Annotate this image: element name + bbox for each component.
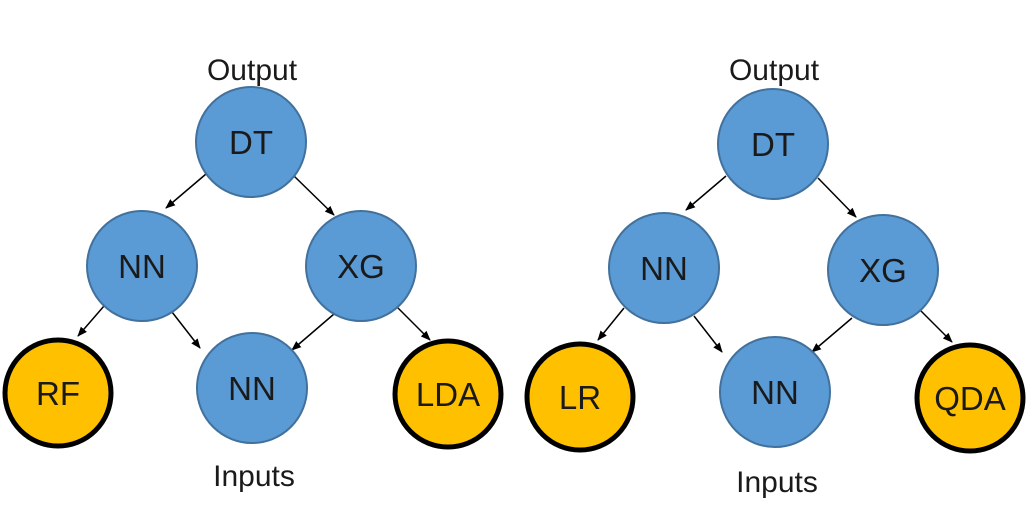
node-label: NN xyxy=(118,248,166,285)
edge-xg-qda xyxy=(919,309,953,343)
node-label: DT xyxy=(229,124,273,161)
output-label: Output xyxy=(729,54,820,87)
edge-nn-nn xyxy=(693,315,723,353)
node-nn-bottom: NN xyxy=(719,336,831,448)
node-nn: NN xyxy=(86,210,198,322)
edge-dt-xg xyxy=(293,175,335,216)
node-label: LDA xyxy=(416,376,480,413)
node-lr: LR xyxy=(524,341,636,453)
edge-nn-nn xyxy=(171,311,201,349)
node-nn-bottom: NN xyxy=(196,332,308,444)
edge-nn-lr xyxy=(597,307,625,341)
node-label: NN xyxy=(228,370,276,407)
node-label: XG xyxy=(337,248,385,285)
edge-xg-nn xyxy=(291,313,335,351)
node-label: NN xyxy=(640,250,688,287)
node-dt: DT xyxy=(195,86,307,198)
node-label: NN xyxy=(751,374,799,411)
node-label: XG xyxy=(859,252,907,289)
node-rf: RF xyxy=(2,337,114,449)
node-label: DT xyxy=(751,126,795,163)
node-label: QDA xyxy=(934,380,1006,417)
output-label: Output xyxy=(207,54,298,87)
node-qda: QDA xyxy=(914,342,1026,454)
tree-right: Output Inputs DT NN XG LR xyxy=(524,54,1026,499)
node-label: LR xyxy=(559,379,601,416)
tree-left: Output Inputs DT NN XG RF xyxy=(2,54,504,493)
inputs-label: Inputs xyxy=(213,460,295,493)
node-lda: LDA xyxy=(392,338,504,450)
edge-dt-nn xyxy=(165,173,207,209)
edge-nn-rf xyxy=(77,305,105,337)
edge-dt-nn xyxy=(685,175,727,211)
node-xg: XG xyxy=(305,210,417,322)
edge-xg-lda xyxy=(395,305,431,341)
edge-xg-nn xyxy=(811,317,853,353)
inputs-label: Inputs xyxy=(736,466,818,499)
edge-dt-xg xyxy=(817,177,857,218)
node-dt: DT xyxy=(717,88,829,200)
node-label: RF xyxy=(36,375,80,412)
node-nn: NN xyxy=(608,212,720,324)
node-xg: XG xyxy=(827,214,939,326)
